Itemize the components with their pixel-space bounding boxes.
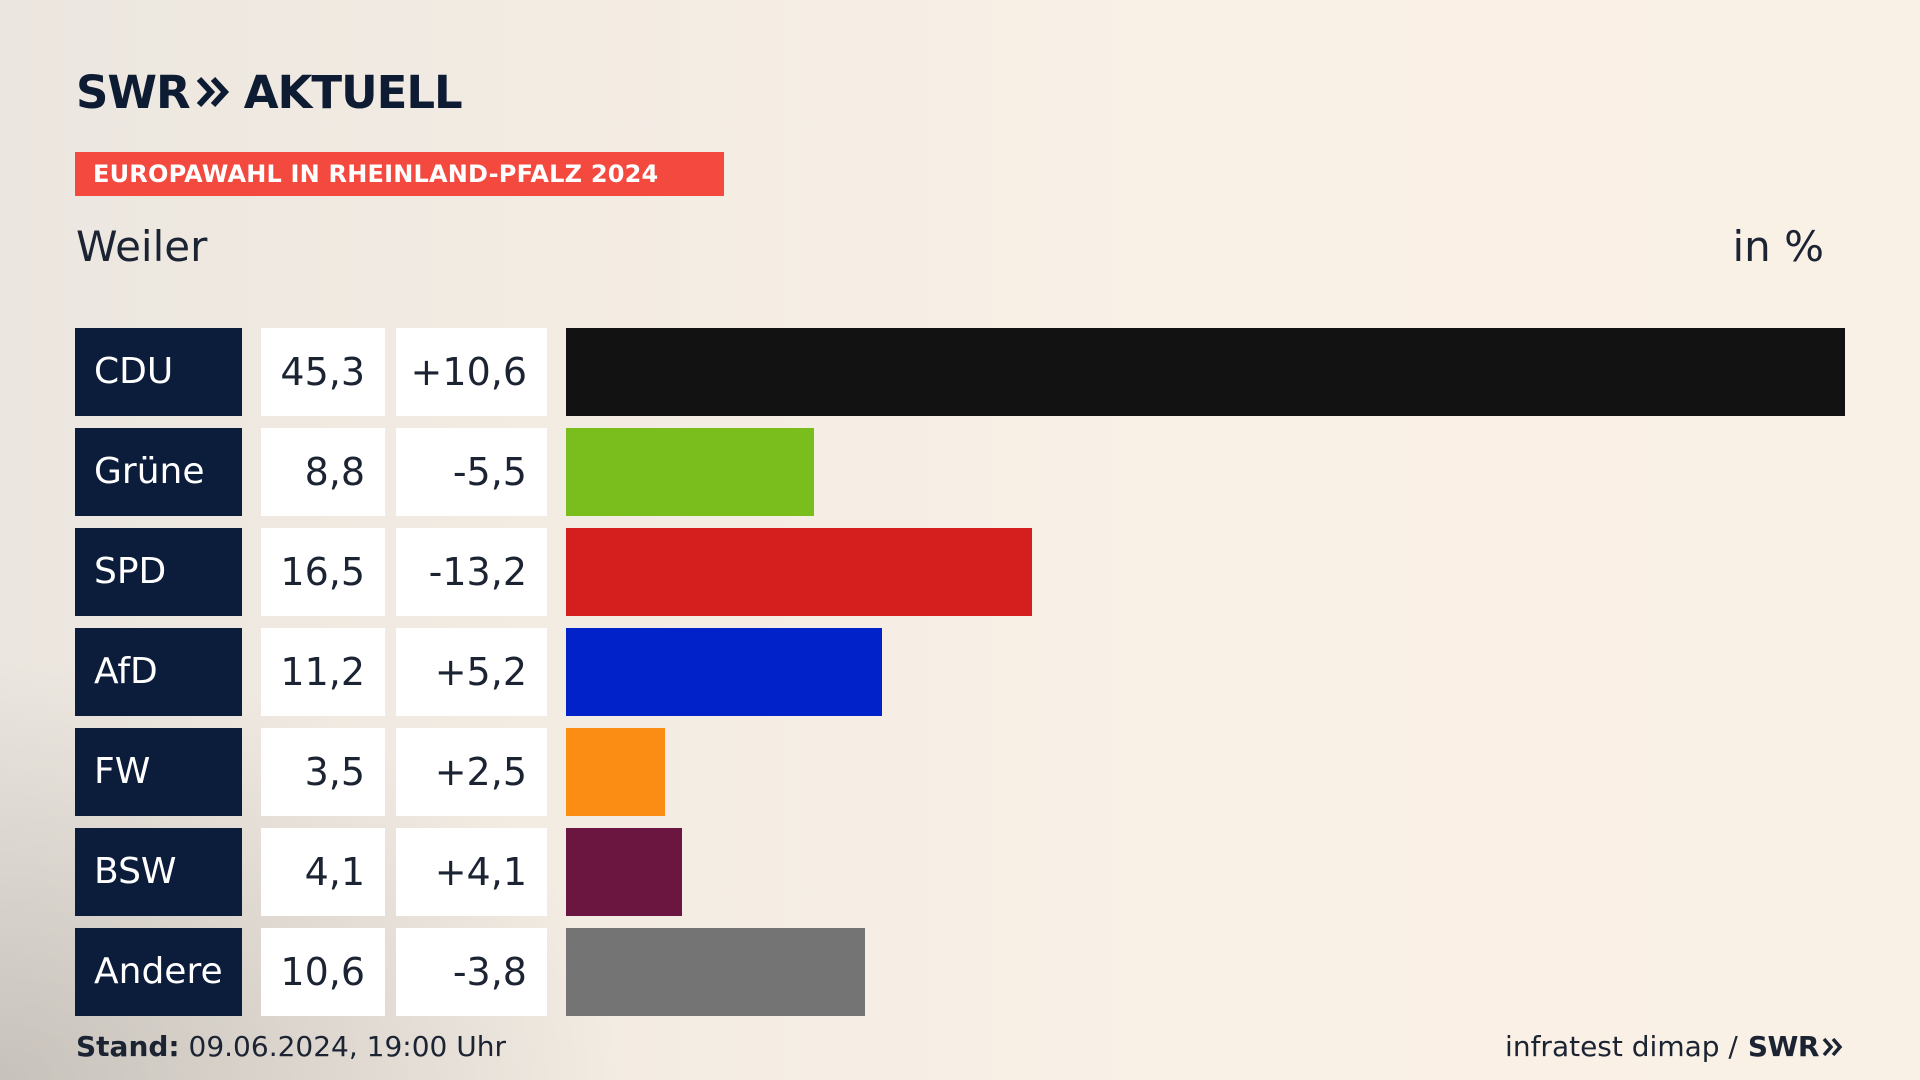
result-bar [566,728,665,816]
value-label: 16,5 [261,528,385,616]
chart-title: Weiler [76,222,208,271]
result-bar [566,328,1845,416]
result-row: CDU 45,3 +10,6 [75,328,1845,416]
party-label: SPD [75,528,242,616]
double-chevron-icon [1822,1037,1843,1056]
result-bar [566,428,814,516]
change-label: +4,1 [396,828,547,916]
source-brand: SWR [1747,1030,1820,1063]
party-label: CDU [75,328,242,416]
result-bar [566,828,682,916]
party-label: Andere [75,928,242,1016]
result-row: BSW 4,1 +4,1 [75,828,1845,916]
source-credit: infratest dimap / SWR [1505,1030,1844,1063]
result-bar [566,928,865,1016]
party-label: BSW [75,828,242,916]
value-label: 4,1 [261,828,385,916]
result-bar [566,628,882,716]
election-banner: EUROPAWAHL IN RHEINLAND-PFALZ 2024 [75,152,724,196]
party-label: AfD [75,628,242,716]
change-label: -5,5 [396,428,547,516]
change-label: +5,2 [396,628,547,716]
change-label: -3,8 [396,928,547,1016]
result-bar [566,528,1032,616]
swr-aktuell-logo: SWR AKTUELL [76,65,463,119]
result-row: AfD 11,2 +5,2 [75,628,1845,716]
change-label: +10,6 [396,328,547,416]
logo-aktuell-text: AKTUELL [243,65,463,119]
unit-label: in % [1732,222,1824,271]
stand-value: 09.06.2024, 19:00 Uhr [188,1030,506,1063]
result-row: Andere 10,6 -3,8 [75,928,1845,1016]
change-label: +2,5 [396,728,547,816]
party-label: FW [75,728,242,816]
logo-swr-text: SWR [76,65,191,119]
change-label: -13,2 [396,528,547,616]
party-label: Grüne [75,428,242,516]
result-row: FW 3,5 +2,5 [75,728,1845,816]
result-row: Grüne 8,8 -5,5 [75,428,1845,516]
value-label: 10,6 [261,928,385,1016]
stand-label: Stand: [76,1030,180,1063]
source-text: infratest dimap / [1505,1030,1738,1063]
value-label: 8,8 [261,428,385,516]
value-label: 11,2 [261,628,385,716]
timestamp: Stand: 09.06.2024, 19:00 Uhr [76,1030,506,1063]
double-chevron-icon [196,66,230,119]
value-label: 45,3 [261,328,385,416]
value-label: 3,5 [261,728,385,816]
result-row: SPD 16,5 -13,2 [75,528,1845,616]
